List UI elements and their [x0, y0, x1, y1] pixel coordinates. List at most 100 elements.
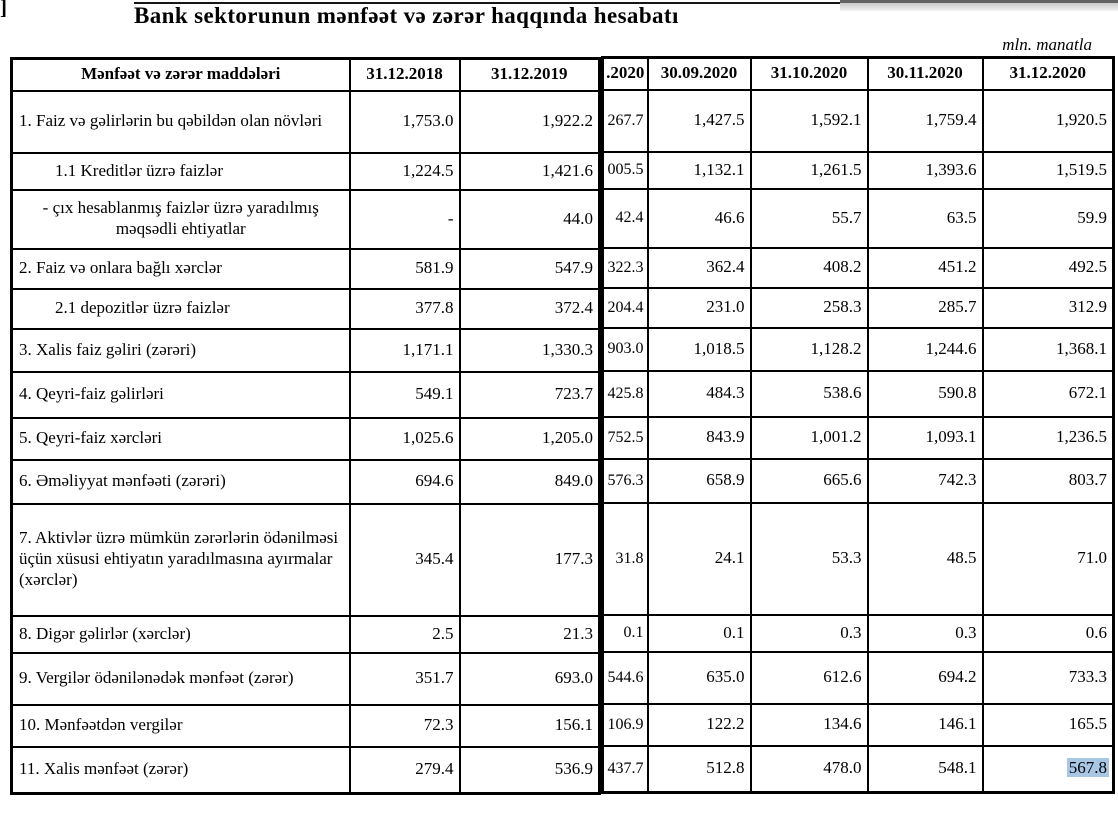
- value-cell: 351.7: [348, 651, 461, 706]
- value-cell: 0.1: [646, 613, 752, 653]
- value-cell: 1,753.0: [348, 89, 461, 154]
- value-cell: 267.7: [601, 88, 649, 153]
- table-row: 1. Faiz və gəlirlərin bu qəbildən olan n…: [10, 89, 601, 154]
- table-row: 0.1 0.1 0.3 0.3 0.6: [601, 613, 1115, 653]
- row-label-cell: 5. Qeyri-faiz xərcləri: [10, 416, 351, 461]
- value-cell: 134.6: [749, 702, 869, 747]
- pl-table-right-fragment: .2020 30.09.2020 31.10.2020 30.11.2020 31.12…: [601, 56, 1115, 794]
- selected-value: 567.8: [1066, 758, 1109, 778]
- header-row: .2020 30.09.2020 31.10.2020 30.11.2020 31.12…: [601, 56, 1115, 91]
- value-cell: 437.7: [601, 744, 649, 794]
- value-cell: -: [348, 188, 461, 250]
- value-cell: 425.8: [601, 369, 649, 418]
- date-column-header: 30.09.2020: [646, 56, 752, 91]
- table-row: 204.4 231.0 258.3 285.7 312.9: [601, 286, 1115, 329]
- row-label-cell: 2. Faiz və onlara bağlı xərclər: [10, 247, 351, 290]
- table-row: 2. Faiz və onlara bağlı xərclər 581.9 547.…: [10, 247, 601, 290]
- value-cell: 1,421.6: [458, 151, 601, 191]
- value-cell: 672.1: [981, 369, 1115, 418]
- value-cell: 752.5: [601, 415, 649, 460]
- value-cell: 803.7: [981, 457, 1115, 504]
- date-column-header: 31.12.2018: [348, 57, 461, 92]
- value-cell: 548.1: [866, 744, 984, 794]
- row-label-cell: 10. Mənfəətdən vergilər: [10, 703, 351, 748]
- pl-table-left-fragment: Mənfəət və zərər maddələri 31.12.2018 31.1…: [10, 57, 601, 795]
- value-cell: 44.0: [458, 188, 601, 250]
- value-cell: 849.0: [458, 458, 601, 505]
- value-cell: 177.3: [458, 502, 601, 617]
- clipped-window-edge-line: [134, 2, 840, 4]
- value-cell: 1,244.6: [866, 326, 984, 372]
- value-cell: 536.9: [458, 745, 601, 795]
- value-cell: 1,236.5: [981, 415, 1115, 460]
- value-cell: 42.4: [601, 187, 649, 249]
- value-cell: 903.0: [601, 326, 649, 372]
- table-row: - çıx hesablanmış faizlər üzrə yaradılmı…: [10, 188, 601, 250]
- value-cell: 1,330.3: [458, 327, 601, 373]
- value-cell: 0.1: [601, 613, 649, 653]
- value-cell: 694.2: [866, 650, 984, 705]
- row-label-cell: 3. Xalis faiz gəliri (zərəri): [10, 327, 351, 373]
- row-label-cell: 8. Digər gəlirlər (xərclər): [10, 614, 351, 654]
- value-cell: 0.3: [749, 613, 869, 653]
- value-cell: 146.1: [866, 702, 984, 747]
- value-cell: 478.0: [749, 744, 869, 794]
- value-cell: 1,025.6: [348, 416, 461, 461]
- value-cell: 31.8: [601, 501, 649, 616]
- value-cell: 362.4: [646, 246, 752, 289]
- value-cell: 1,224.5: [348, 151, 461, 191]
- value-cell: 59.9: [981, 187, 1115, 249]
- value-cell: 451.2: [866, 246, 984, 289]
- selected-value-cell[interactable]: 567.8: [981, 744, 1115, 794]
- clipped-window-edge-band: [840, 0, 1118, 11]
- value-cell: 165.5: [981, 702, 1115, 747]
- table-row: 31.8 24.1 53.3 48.5 71.0: [601, 501, 1115, 616]
- value-cell: 1,592.1: [749, 88, 869, 153]
- row-label-cell: 6. Əməliyyat mənfəəti (zərəri): [10, 458, 351, 505]
- row-label-cell: 1. Faiz və gəlirlərin bu qəbildən olan n…: [10, 89, 351, 154]
- value-cell: 372.4: [458, 287, 601, 330]
- value-cell: 742.3: [866, 457, 984, 504]
- value-cell: 285.7: [866, 286, 984, 329]
- value-cell: 665.6: [749, 457, 869, 504]
- value-cell: 005.5: [601, 150, 649, 190]
- value-cell: 843.9: [646, 415, 752, 460]
- value-cell: 408.2: [749, 246, 869, 289]
- value-cell: 24.1: [646, 501, 752, 616]
- value-cell: 1,132.1: [646, 150, 752, 190]
- value-cell: 53.3: [749, 501, 869, 616]
- table-row: 9. Vergilər ödənilənədək mənfəət (zərər)…: [10, 651, 601, 706]
- value-cell: 0.6: [981, 613, 1115, 653]
- row-label-cell: - çıx hesablanmış faizlər üzrə yaradılmı…: [10, 188, 351, 250]
- table-row: 752.5 843.9 1,001.2 1,093.1 1,236.5: [601, 415, 1115, 460]
- items-column-header: Mənfəət və zərər maddələri: [10, 57, 351, 92]
- table-row: 8. Digər gəlirlər (xərclər) 2.5 21.3: [10, 614, 601, 654]
- date-column-header: 31.12.2020: [981, 56, 1115, 91]
- date-column-header: 30.11.2020: [866, 56, 984, 91]
- clipped-corner-glyph: ]: [0, 0, 7, 19]
- value-cell: 106.9: [601, 702, 649, 747]
- value-cell: 1,427.5: [646, 88, 752, 153]
- row-label-cell: 9. Vergilər ödənilənədək mənfəət (zərər): [10, 651, 351, 706]
- value-cell: 312.9: [981, 286, 1115, 329]
- row-label-cell: 7. Aktivlər üzrə mümkün zərərlərin ödəni…: [10, 502, 351, 617]
- value-cell: 55.7: [749, 187, 869, 249]
- value-cell: 21.3: [458, 614, 601, 654]
- value-cell: 1,093.1: [866, 415, 984, 460]
- value-cell: 345.4: [348, 502, 461, 617]
- value-cell: 63.5: [866, 187, 984, 249]
- value-cell: 72.3: [348, 703, 461, 748]
- value-cell: 547.9: [458, 247, 601, 290]
- value-cell: 258.3: [749, 286, 869, 329]
- row-label-cell: 4. Qeyri-faiz gəlirləri: [10, 370, 351, 419]
- row-label-cell: 2.1 depozitlər üzrə faizlər: [10, 287, 351, 330]
- value-cell: 122.2: [646, 702, 752, 747]
- value-cell: 544.6: [601, 650, 649, 705]
- value-cell: 156.1: [458, 703, 601, 748]
- value-cell: 484.3: [646, 369, 752, 418]
- date-column-header: 31.10.2020: [749, 56, 869, 91]
- value-cell: 0.3: [866, 613, 984, 653]
- table-row: 10. Mənfəətdən vergilər 72.3 156.1: [10, 703, 601, 748]
- value-cell: 1,001.2: [749, 415, 869, 460]
- value-cell: 693.0: [458, 651, 601, 706]
